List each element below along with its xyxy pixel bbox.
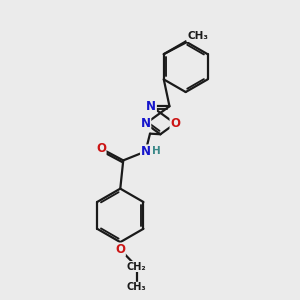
Text: CH₂: CH₂ [127, 262, 146, 272]
Text: N: N [146, 100, 156, 113]
Text: O: O [170, 117, 180, 130]
Text: N: N [140, 145, 151, 158]
Text: CH₃: CH₃ [127, 282, 146, 292]
Text: O: O [96, 142, 106, 155]
Text: CH₃: CH₃ [187, 32, 208, 41]
Text: O: O [115, 243, 125, 256]
Text: H: H [152, 146, 161, 157]
Text: N: N [141, 117, 151, 130]
